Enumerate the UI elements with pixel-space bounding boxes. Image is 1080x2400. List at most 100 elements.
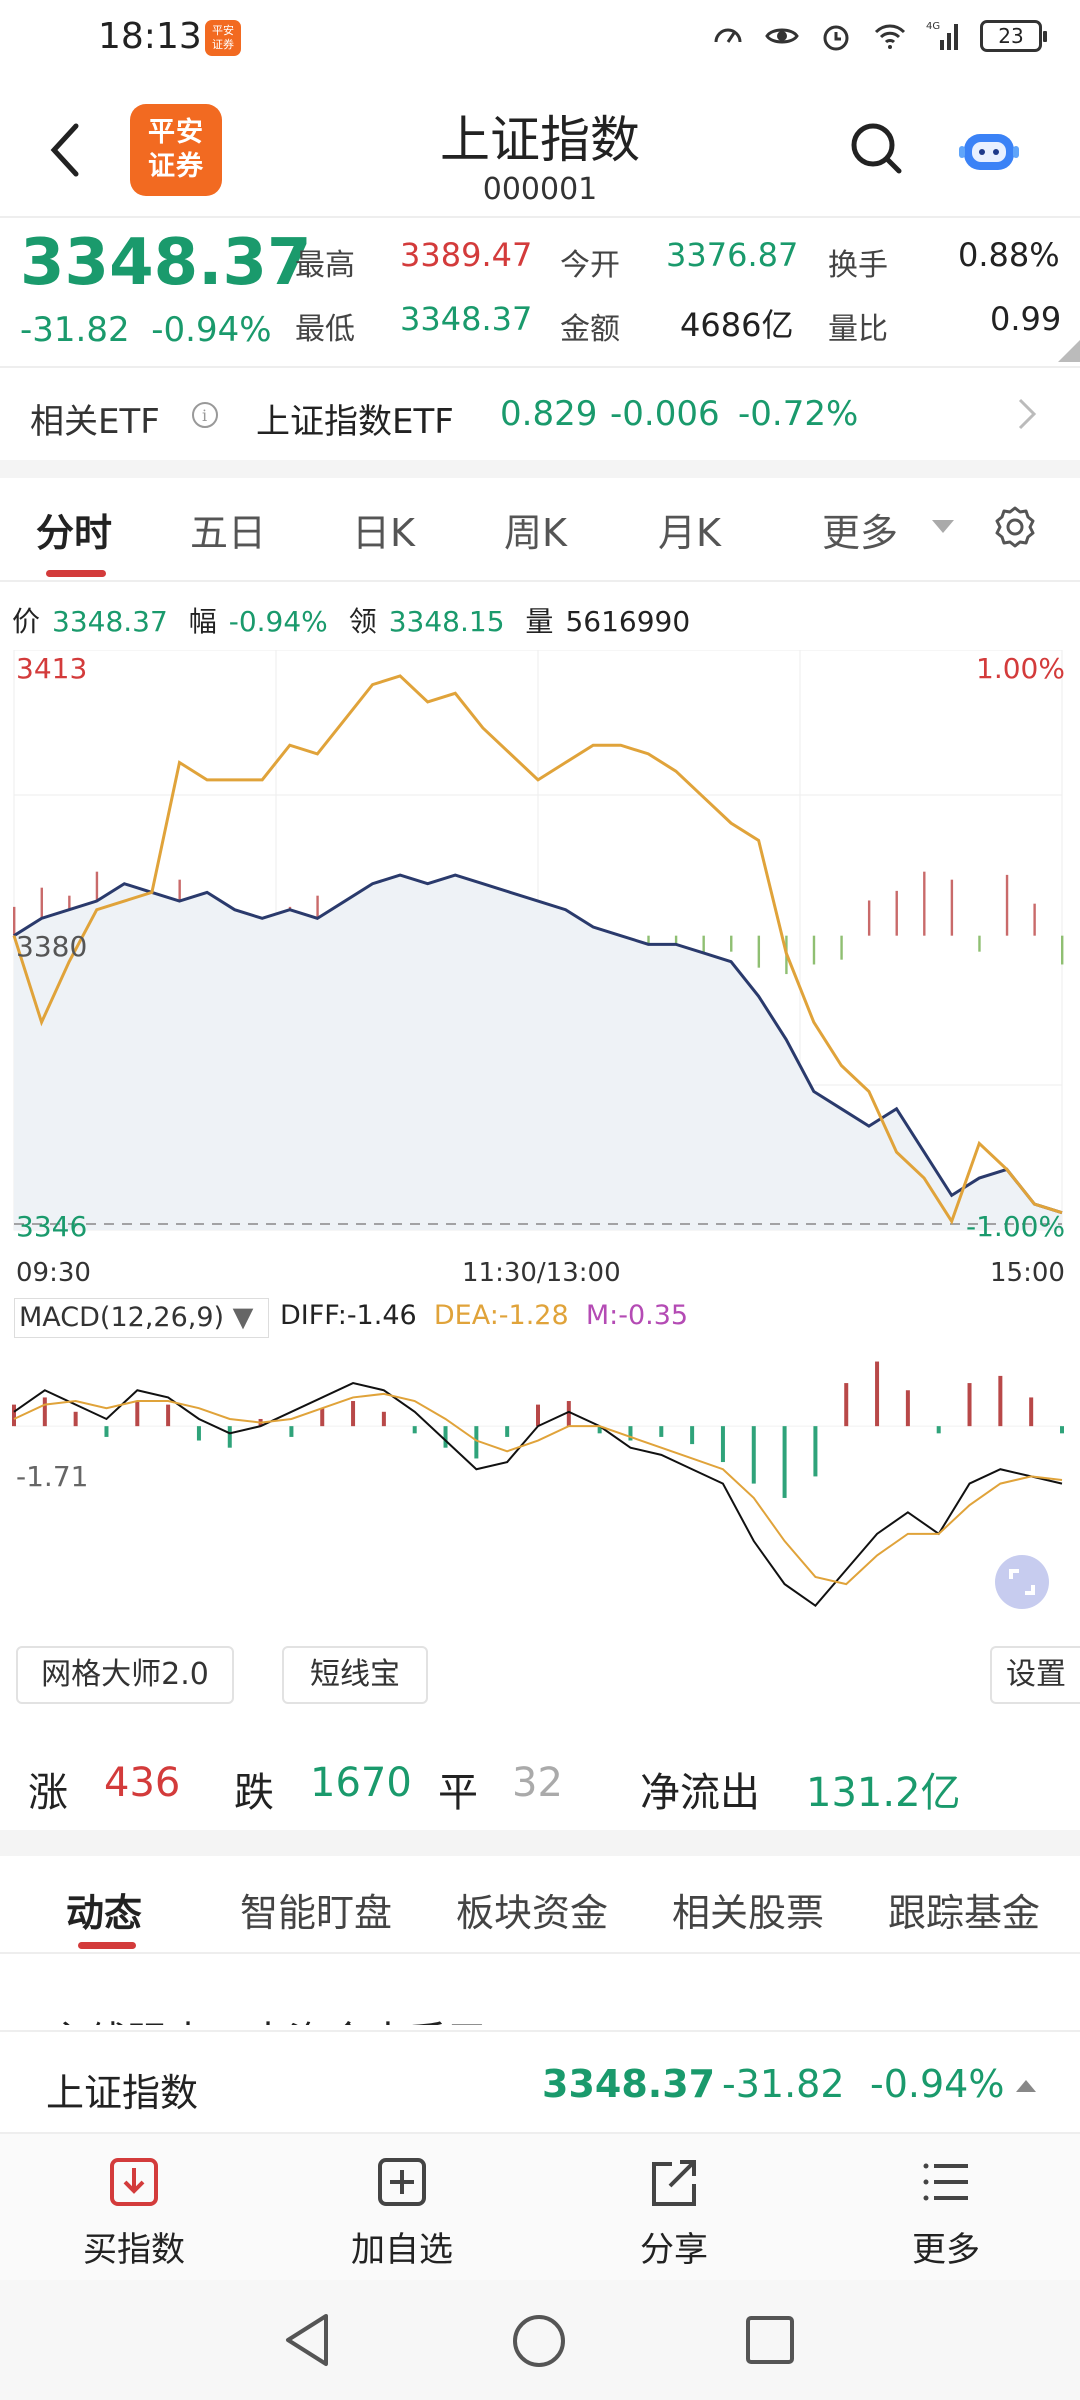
- macd-histogram-bar: [320, 1408, 325, 1427]
- more-label: 更多: [912, 2230, 980, 2270]
- dropdown-caret-icon[interactable]: [932, 520, 954, 533]
- share-button[interactable]: 分享: [594, 2154, 754, 2271]
- status-icons: 4G 23: [710, 18, 1047, 54]
- nav-recents-icon[interactable]: [744, 2314, 796, 2366]
- x-label-midday: 11:30/13:00: [462, 1258, 621, 1288]
- macd-histogram-bar: [135, 1401, 140, 1427]
- info-icon[interactable]: i: [190, 400, 220, 430]
- macd-diff: DIFF:-1.46: [280, 1300, 417, 1331]
- tab-news[interactable]: 动态: [66, 1891, 143, 1935]
- volume-bar: [812, 935, 816, 965]
- tab-intraday[interactable]: 分时: [36, 511, 113, 555]
- volume-bar: [316, 895, 319, 936]
- status-time: 18:13: [98, 16, 202, 57]
- average-price-line: [12, 674, 1063, 1225]
- volume-bar: [1061, 935, 1064, 965]
- macd-histogram-bar: [967, 1383, 972, 1427]
- y-label-bottom: 3346: [16, 1210, 88, 1243]
- tab-daily-k[interactable]: 日K: [352, 511, 415, 555]
- chevron-right-icon[interactable]: [1012, 394, 1042, 434]
- eye-icon: [765, 28, 799, 44]
- macd-histogram-bar: [875, 1361, 880, 1427]
- logo-line-1: 平安: [148, 117, 204, 148]
- macd-histogram-bar: [104, 1426, 109, 1437]
- etf-name: 上证指数ETF: [256, 402, 454, 442]
- volume-bar: [840, 935, 843, 960]
- volume-bar: [1033, 903, 1036, 936]
- sticky-quote-bar[interactable]: 上证指数 3348.37 -31.82 -0.94%: [0, 2030, 1080, 2130]
- nav-back-icon[interactable]: [280, 2310, 334, 2370]
- volume-bar: [978, 935, 981, 952]
- macd-chart[interactable]: [0, 1340, 1080, 1630]
- back-icon[interactable]: [40, 112, 90, 188]
- tab-monthly-k[interactable]: 月K: [658, 511, 721, 555]
- amount-label: 金额: [560, 312, 620, 347]
- volume-bar: [923, 871, 926, 936]
- assistant-robot-icon[interactable]: [958, 122, 1020, 178]
- active-news-tab-indicator: [78, 1942, 136, 1949]
- macd-histogram-bar: [782, 1426, 787, 1498]
- volume-bar: [1005, 874, 1009, 936]
- related-etf-row[interactable]: 相关ETF i 上证指数ETF 0.829 -0.006 -0.72%: [0, 370, 1080, 460]
- down-count: 1670: [310, 1760, 412, 1806]
- flat-count: 32: [512, 1760, 563, 1806]
- info-lead-label: 领: [348, 605, 377, 638]
- intraday-chart[interactable]: [0, 650, 1080, 1250]
- macd-histogram-bar: [73, 1411, 78, 1427]
- high-label: 最高: [295, 248, 355, 283]
- news-headline: 主线强大！大资金出手了: [48, 2009, 608, 2025]
- tab-sector-funds[interactable]: 板块资金: [456, 1891, 609, 1935]
- logo-line-2: 证券: [148, 151, 204, 182]
- fullscreen-button[interactable]: [995, 1555, 1049, 1609]
- macd-histogram-bar: [751, 1426, 756, 1484]
- macd-histogram-bar: [659, 1426, 664, 1437]
- outflow-value: 131.2亿: [806, 1770, 961, 1816]
- tab-smart-watch[interactable]: 智能盯盘: [240, 1891, 393, 1935]
- add-watchlist-button[interactable]: 加自选: [322, 2154, 482, 2271]
- price-change: -31.82 -0.94%: [20, 310, 272, 350]
- tab-more[interactable]: 更多: [822, 511, 899, 555]
- y-label-top: 3413: [16, 652, 88, 685]
- macd-histogram-bar: [597, 1426, 602, 1434]
- tab-weekly-k[interactable]: 周K: [504, 511, 567, 555]
- download-icon: [110, 2158, 158, 2206]
- more-button[interactable]: 更多: [866, 2154, 1026, 2271]
- battery-icon: 23: [980, 20, 1047, 52]
- menu-icon: [923, 2163, 968, 2201]
- short-line-button[interactable]: 短线宝: [282, 1646, 428, 1704]
- expand-corner-icon[interactable]: [1058, 340, 1080, 362]
- grid-master-button[interactable]: 网格大师2.0: [16, 1646, 234, 1704]
- share-label: 分享: [640, 2230, 708, 2270]
- buy-index-label: 买指数: [83, 2230, 185, 2270]
- tab-five-day[interactable]: 五日: [190, 511, 267, 555]
- volratio-value: 0.99: [990, 300, 1062, 338]
- macd-diff-line: [13, 1382, 1063, 1607]
- macd-histogram-bar: [1060, 1426, 1064, 1434]
- macd-indicator-select[interactable]: MACD(12,26,9) ▼: [14, 1298, 269, 1338]
- turnover-value: 0.88%: [958, 236, 1060, 274]
- add-icon: [378, 2158, 426, 2206]
- settings-button[interactable]: 设置: [990, 1646, 1080, 1704]
- wifi-icon: [874, 24, 906, 49]
- sticky-change: -31.82: [722, 2062, 845, 2106]
- news-item-peek[interactable]: 主线强大！大资金出手了: [48, 1995, 608, 2025]
- caret-up-icon[interactable]: [1016, 2078, 1036, 2092]
- search-icon[interactable]: [846, 118, 906, 178]
- gear-icon[interactable]: [990, 502, 1040, 552]
- down-label: 跌: [234, 1770, 274, 1816]
- macd-caret-icon: ▼: [232, 1302, 254, 1333]
- macd-histogram-bar: [196, 1426, 201, 1441]
- volume-bar: [757, 935, 761, 968]
- volume-bar: [950, 879, 954, 936]
- sticky-change-pct: -0.94%: [870, 2062, 1005, 2106]
- macd-histogram-bar: [505, 1426, 510, 1437]
- volume-bar: [895, 890, 898, 936]
- tab-related-stocks[interactable]: 相关股票: [672, 1891, 825, 1935]
- y-label-right-top: 1.00%: [976, 652, 1065, 685]
- system-nav-bar: [0, 2280, 1080, 2400]
- broker-logo: 平安 证券: [130, 104, 222, 196]
- tab-tracking-funds[interactable]: 跟踪基金: [888, 1891, 1041, 1935]
- nav-home-icon[interactable]: [508, 2310, 570, 2372]
- buy-index-button[interactable]: 买指数: [54, 2154, 214, 2271]
- macd-histogram-bar: [566, 1401, 571, 1427]
